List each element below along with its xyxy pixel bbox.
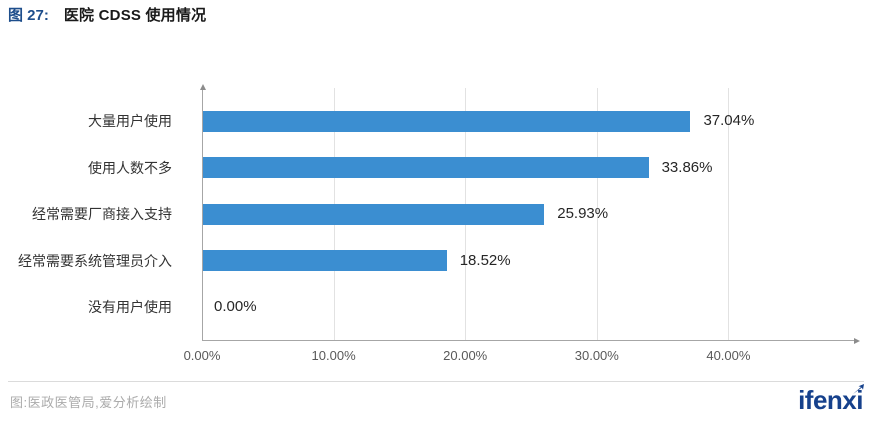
figure-title: 图 27: 医院 CDSS 使用情况 [8,6,206,26]
value-label: 33.86% [661,158,713,176]
category-label: 使用人数不多 [88,159,172,176]
category-label: 经常需要系统管理员介入 [18,252,172,269]
source-note: 图:医政医管局,爱分析绘制 [10,395,167,410]
x-axis-line [202,340,856,341]
bar [203,250,447,271]
value-label: 37.04% [703,112,755,129]
value-label: 0.00% [214,298,257,315]
ifenxi-logo: ifenxi [798,384,864,415]
gridline [728,88,730,340]
figure-title-text: 医院 CDSS 使用情况 [63,7,207,24]
bar [203,203,545,225]
footer-divider [8,381,864,382]
x-tick-label: 40.00% [706,348,751,363]
figure-number: 图 27: [8,7,49,24]
x-tick-label: 10.00% [311,348,356,363]
category-label: 大量用户使用 [88,113,172,129]
logo-arrow-icon [853,384,864,394]
x-tick-label: 30.00% [574,348,619,363]
gridline [596,88,598,340]
bar [203,110,691,132]
bar [203,157,649,178]
ifenxi-logo-text: ifenxi [798,385,863,415]
x-tick-label: 0.00% [183,348,221,363]
y-axis-line [202,88,203,340]
x-tick-label: 20.00% [443,348,488,363]
value-label: 18.52% [459,251,511,269]
x-axis-arrow-icon [854,337,860,344]
category-label: 没有用户使用 [88,299,172,315]
category-label: 经常需要厂商接入支持 [32,206,172,222]
y-axis-arrow-icon [199,84,206,90]
value-label: 25.93% [557,205,609,222]
